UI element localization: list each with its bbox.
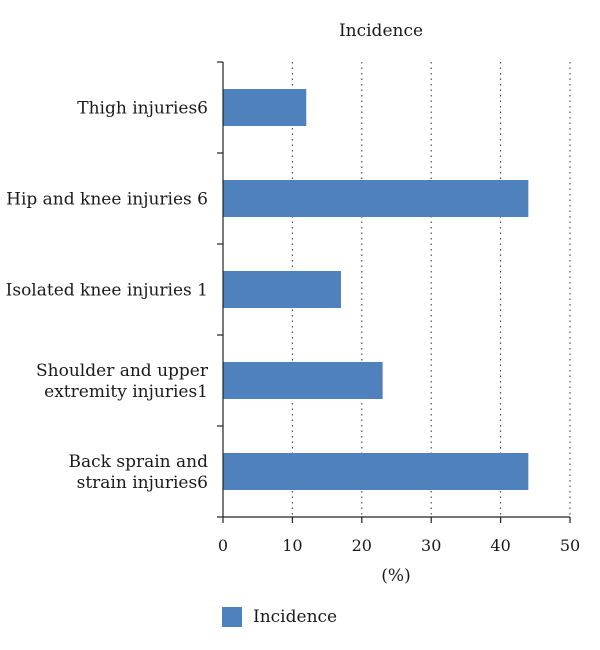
x-tick-label: 40 xyxy=(490,536,510,555)
legend-swatch xyxy=(222,607,242,627)
x-tick-label: 10 xyxy=(282,536,302,555)
legend-label: Incidence xyxy=(253,607,337,627)
x-tick-label: 30 xyxy=(421,536,441,555)
x-tick-label: 0 xyxy=(218,536,228,555)
bar xyxy=(223,271,341,308)
bar xyxy=(223,453,529,490)
chart-title: Incidence xyxy=(339,21,423,41)
x-axis-label: (%) xyxy=(381,566,410,586)
legend: Incidence xyxy=(222,607,337,627)
x-tick-label: 50 xyxy=(560,536,580,555)
category-labels: Thigh injuries6 Hip and knee injuries 6 Is… xyxy=(6,99,209,494)
x-tick-labels: 0 10 20 30 40 50 xyxy=(218,536,580,555)
category-label: Back sprain and strain injuries6 xyxy=(69,452,209,493)
bar xyxy=(223,89,307,126)
category-label: Shoulder and upper extremity injuries1 xyxy=(36,361,209,402)
category-label: Thigh injuries6 xyxy=(77,99,208,119)
bar xyxy=(223,362,383,399)
bars xyxy=(223,89,529,490)
bar xyxy=(223,180,529,217)
axes xyxy=(217,61,571,523)
x-tick-label: 20 xyxy=(352,536,372,555)
category-label: Hip and knee injuries 6 xyxy=(6,190,208,210)
category-label: Isolated knee injuries 1 xyxy=(6,281,208,301)
